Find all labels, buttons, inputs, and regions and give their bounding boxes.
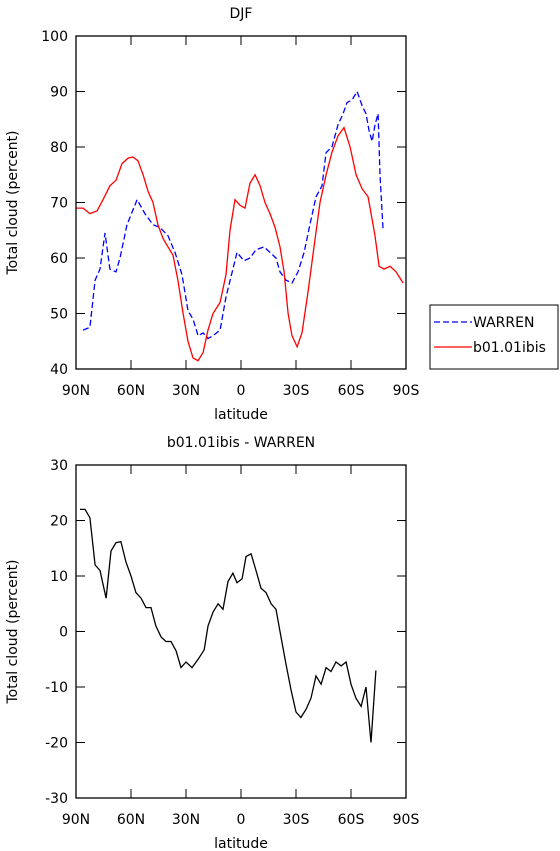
legend-box bbox=[429, 304, 559, 370]
data-line bbox=[76, 126, 404, 362]
chart-title: b01.01ibis - WARREN bbox=[167, 435, 315, 451]
y-tick-label: -10 bbox=[45, 680, 68, 696]
y-tick-label: 10 bbox=[50, 569, 68, 585]
x-axis-label: latitude bbox=[214, 836, 268, 851]
legend-label: WARREN bbox=[473, 315, 534, 331]
y-axis-label: Total cloud (percent) bbox=[5, 559, 21, 704]
y-tick-label: 70 bbox=[50, 196, 68, 212]
y-axis-label: Total cloud (percent) bbox=[5, 130, 21, 275]
x-tick-label: 0 bbox=[237, 383, 246, 399]
y-tick-label: 20 bbox=[50, 514, 68, 530]
y-tick-label: -20 bbox=[45, 736, 68, 752]
y-tick-label: 0 bbox=[59, 625, 68, 641]
x-axis-label: latitude bbox=[214, 407, 268, 423]
y-tick-label: 90 bbox=[50, 85, 68, 101]
data-line bbox=[82, 89, 384, 340]
plot-frame bbox=[75, 35, 407, 370]
y-tick-label: 40 bbox=[50, 362, 68, 378]
x-tick-label: 60N bbox=[117, 383, 145, 399]
x-tick-label: 0 bbox=[237, 812, 246, 828]
data-line bbox=[80, 508, 377, 743]
y-tick-label: 60 bbox=[50, 251, 68, 267]
y-tick-label: 50 bbox=[50, 307, 68, 323]
x-tick-label: 60S bbox=[338, 383, 365, 399]
x-tick-label: 90N bbox=[62, 383, 90, 399]
x-tick-label: 90N bbox=[62, 812, 90, 828]
x-tick-label: 60S bbox=[338, 812, 365, 828]
x-tick-label: 90S bbox=[393, 383, 420, 399]
y-tick-label: 80 bbox=[50, 140, 68, 156]
y-tick-label: 30 bbox=[50, 458, 68, 474]
chart-title: DJF bbox=[230, 6, 253, 22]
x-tick-label: 30N bbox=[172, 812, 200, 828]
plot-frame bbox=[75, 464, 407, 799]
x-tick-label: 30S bbox=[283, 812, 310, 828]
x-tick-label: 60N bbox=[117, 812, 145, 828]
legend-label: b01.01ibis bbox=[473, 340, 546, 356]
x-tick-label: 30S bbox=[283, 383, 310, 399]
y-tick-label: 100 bbox=[41, 29, 68, 45]
x-tick-label: 90S bbox=[393, 812, 420, 828]
y-tick-label: -30 bbox=[45, 791, 68, 807]
x-tick-label: 30N bbox=[172, 383, 200, 399]
